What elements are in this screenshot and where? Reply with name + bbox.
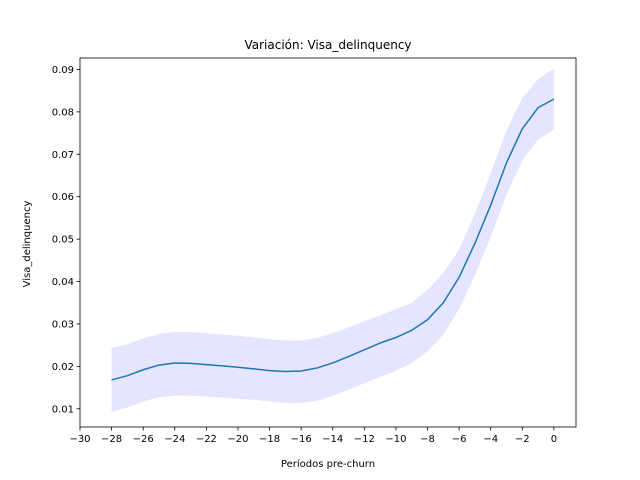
x-tick-label: −14: [322, 434, 343, 445]
y-tick-label: 0.07: [52, 150, 74, 161]
y-tick-label: 0.04: [52, 277, 74, 288]
x-tick-label: −20: [227, 434, 248, 445]
x-tick-label: −22: [196, 434, 217, 445]
y-axis-label: Visa_delinquency: [22, 201, 33, 288]
x-tick-label: −2: [515, 434, 530, 445]
y-tick-label: 0.08: [52, 107, 74, 118]
chart-title: Variación: Visa_delinquency: [244, 38, 411, 52]
x-tick-label: −6: [452, 434, 467, 445]
x-tick-label: −8: [420, 434, 435, 445]
x-tick-label: −24: [164, 434, 185, 445]
plot-frame: [79, 57, 577, 428]
y-tick-label: 0.03: [52, 319, 74, 330]
y-tick-label: 0.09: [52, 65, 74, 76]
y-tick-label: 0.05: [52, 235, 74, 246]
y-tick-label: 0.02: [52, 362, 74, 373]
x-axis-label: Períodos pre-churn: [281, 458, 375, 470]
confidence-band: [111, 68, 554, 412]
x-tick-label: −12: [354, 434, 375, 445]
y-tick-label: 0.01: [52, 404, 74, 415]
x-tick-label: −10: [385, 434, 406, 445]
axes-layer: −30 −28 −26 −24 −22 −20 −18 −16 −14 −12 −10 −8 −6 −4−…: [52, 57, 577, 445]
x-tick-label: −30: [69, 434, 90, 445]
x-tick-label: −4: [483, 434, 498, 445]
x-tick-label: −28: [101, 434, 122, 445]
x-tick-label: −26: [133, 434, 154, 445]
series-line: [111, 98, 555, 381]
confidence-band-layer: [111, 68, 554, 412]
x-tick-label: −18: [259, 434, 280, 445]
x-tick-label: 0: [551, 434, 557, 445]
y-tick-label: 0.06: [52, 192, 74, 203]
series-line-layer: [111, 98, 555, 381]
x-tick-label: −16: [291, 434, 312, 445]
